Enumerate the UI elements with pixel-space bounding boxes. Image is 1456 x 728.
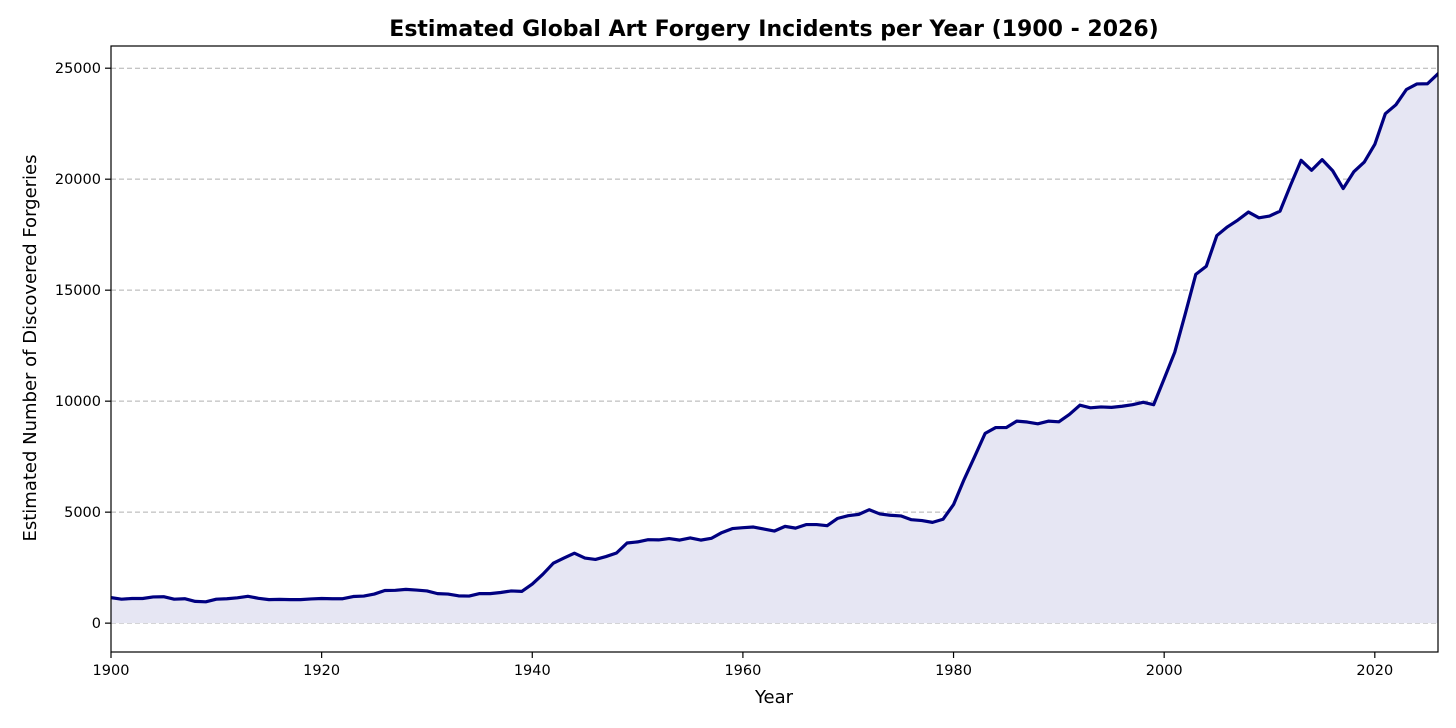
x-tick-label: 1980 — [935, 663, 972, 679]
y-axis-label: Estimated Number of Discovered Forgeries — [20, 154, 41, 541]
area-fill — [111, 73, 1438, 624]
x-tick-label: 2020 — [1356, 663, 1393, 679]
y-tick-label: 5000 — [64, 505, 101, 521]
series-line — [111, 72, 1438, 604]
x-tick-label: 1900 — [93, 663, 130, 679]
x-tick-label: 1960 — [724, 663, 761, 679]
y-tick-label: 20000 — [55, 172, 101, 188]
y-tick-label: 15000 — [55, 283, 101, 299]
plot-frame — [110, 45, 1439, 653]
x-tick-label: 2000 — [1146, 663, 1183, 679]
y-tick-label: 10000 — [55, 394, 101, 410]
y-tick-label: 0 — [92, 616, 101, 632]
x-axis-label: Year — [754, 687, 794, 708]
x-axis-ticks: 1900 1920 1940 1960 1980 2000 2020 — [93, 652, 1393, 679]
x-tick-label: 1920 — [303, 663, 340, 679]
x-tick-label: 1940 — [514, 663, 551, 679]
y-tick-label: 25000 — [55, 61, 101, 77]
y-axis-ticks: 0 5000 10000 15000 20000 25000 — [55, 61, 111, 632]
chart-title: Estimated Global Art Forgery Incidents p… — [389, 17, 1158, 42]
